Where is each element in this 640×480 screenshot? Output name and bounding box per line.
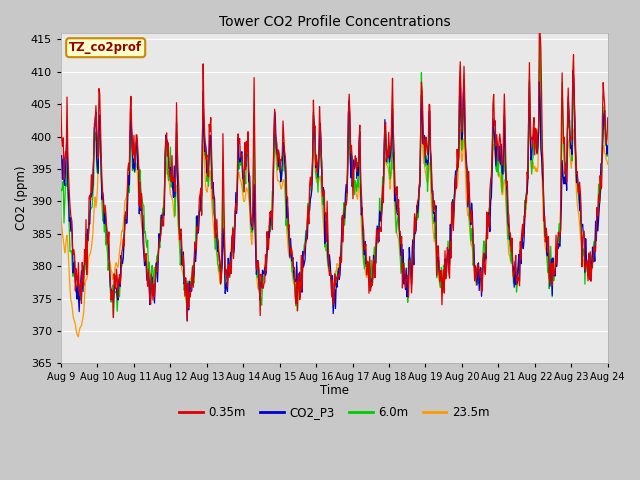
Text: TZ_co2prof: TZ_co2prof bbox=[69, 41, 142, 54]
Y-axis label: CO2 (ppm): CO2 (ppm) bbox=[15, 166, 28, 230]
Legend: 0.35m, CO2_P3, 6.0m, 23.5m: 0.35m, CO2_P3, 6.0m, 23.5m bbox=[174, 401, 495, 423]
X-axis label: Time: Time bbox=[320, 384, 349, 397]
Title: Tower CO2 Profile Concentrations: Tower CO2 Profile Concentrations bbox=[218, 15, 450, 29]
